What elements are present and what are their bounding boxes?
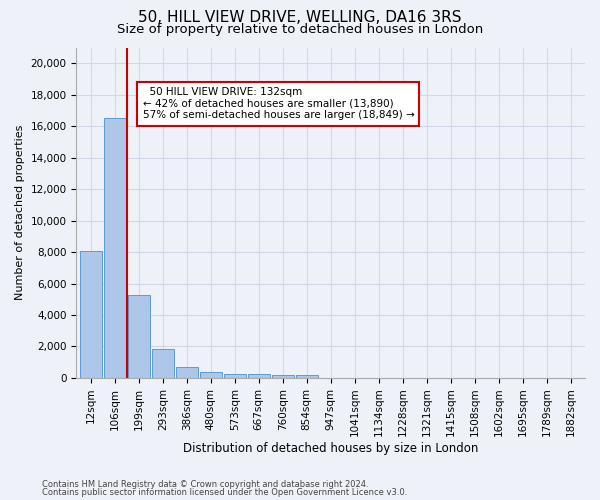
Text: Contains public sector information licensed under the Open Government Licence v3: Contains public sector information licen… xyxy=(42,488,407,497)
Bar xyxy=(128,294,149,378)
Bar xyxy=(80,250,101,378)
Bar xyxy=(248,374,269,378)
Bar xyxy=(176,367,197,378)
Text: 50 HILL VIEW DRIVE: 132sqm
← 42% of detached houses are smaller (13,890)
57% of : 50 HILL VIEW DRIVE: 132sqm ← 42% of deta… xyxy=(143,87,414,120)
Text: Contains HM Land Registry data © Crown copyright and database right 2024.: Contains HM Land Registry data © Crown c… xyxy=(42,480,368,489)
Y-axis label: Number of detached properties: Number of detached properties xyxy=(15,125,25,300)
Bar xyxy=(224,374,245,378)
X-axis label: Distribution of detached houses by size in London: Distribution of detached houses by size … xyxy=(183,442,478,455)
Bar xyxy=(296,376,317,378)
Text: Size of property relative to detached houses in London: Size of property relative to detached ho… xyxy=(117,22,483,36)
Bar xyxy=(272,375,293,378)
Text: 50, HILL VIEW DRIVE, WELLING, DA16 3RS: 50, HILL VIEW DRIVE, WELLING, DA16 3RS xyxy=(138,10,462,25)
Bar xyxy=(152,349,173,378)
Bar xyxy=(104,118,125,378)
Bar xyxy=(200,372,221,378)
